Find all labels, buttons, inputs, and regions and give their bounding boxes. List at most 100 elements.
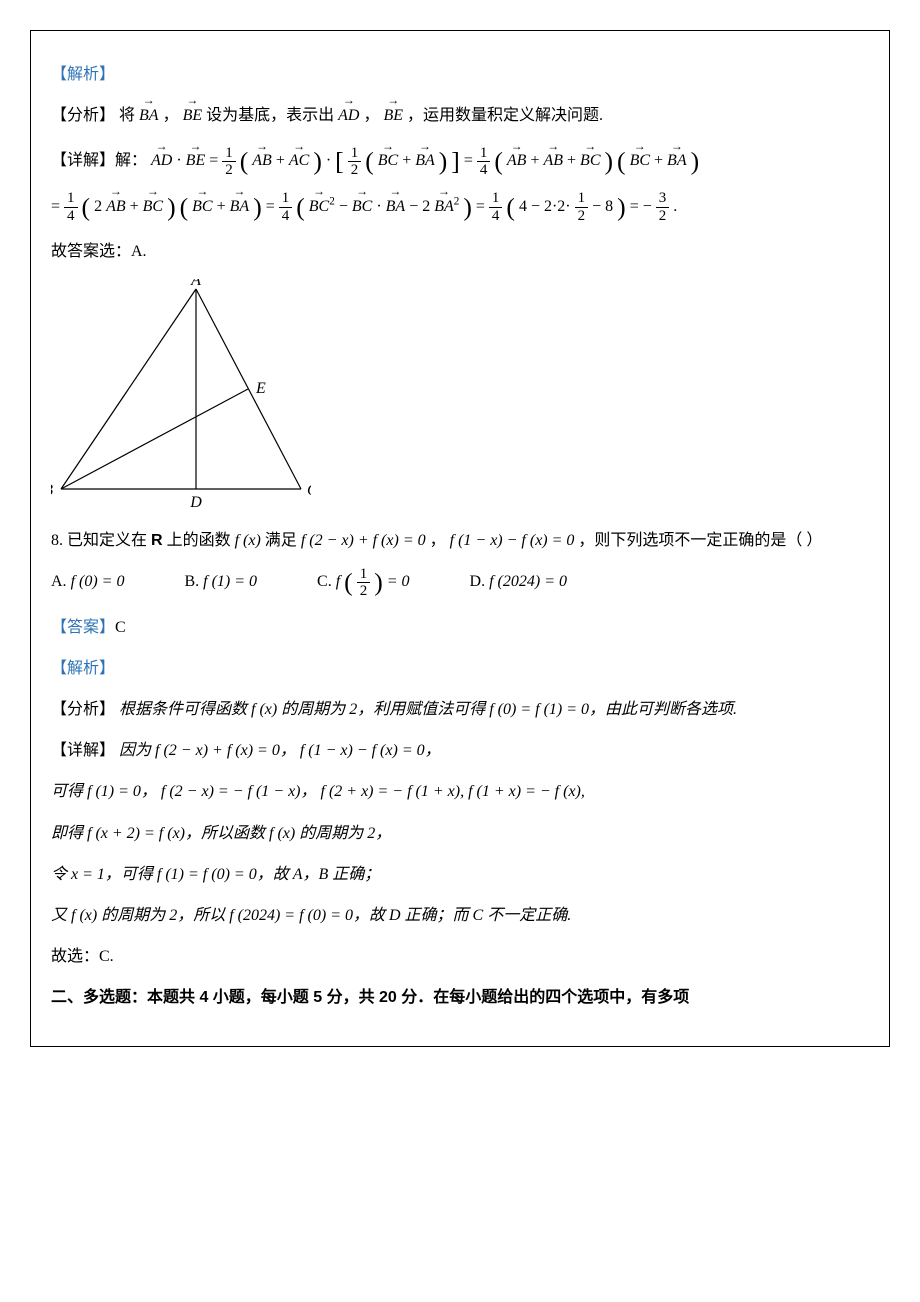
coef-2: 2 (94, 198, 102, 215)
vec-BA: BA (386, 189, 406, 224)
option-label: C. (317, 573, 332, 590)
eq: = (51, 198, 64, 215)
detail-label: 【详解】 (51, 742, 115, 759)
num: 3 (656, 190, 670, 208)
rbracket: ] (451, 147, 460, 176)
rparen: ) (374, 568, 383, 597)
comma: ， (363, 107, 379, 124)
numeric-expr-2: − 8 (592, 198, 613, 215)
num: 1 (64, 190, 78, 208)
q8-detail-4: 令 x = 1，可得 f (1) = f (0) = 0，故 A，B 正确； (51, 857, 869, 892)
den: 4 (489, 208, 503, 225)
vec-BA: BA (230, 189, 250, 224)
set-R: R (151, 532, 163, 549)
lparen: ( (617, 147, 626, 176)
plus: + (402, 152, 415, 169)
vec-BE: BE (186, 143, 206, 178)
q8-options: A. f (0) = 0 B. f (1) = 0 C. f ( 1 2 ) =… (51, 564, 869, 599)
vec-AD: AD (151, 143, 172, 178)
frac-half: 1 2 (575, 190, 589, 224)
numeric-expr: 4 − 2·2· (519, 198, 571, 215)
option-expr-post: = 0 (387, 573, 410, 590)
eq: = (209, 152, 222, 169)
q8-detail-5: 又 f (x) 的周期为 2，所以 f (2024) = f (0) = 0，故… (51, 898, 869, 933)
num: 1 (348, 145, 362, 163)
solution1-analysis: 【分析】 将 BA ， BE 设为基底，表示出 AD ， BE ，运用数量积定义… (51, 98, 869, 133)
num: 1 (477, 145, 491, 163)
analysis-body: 根据条件可得函数 f (x) 的周期为 2，利用赋值法可得 f (0) = f … (119, 701, 737, 718)
vec-AB: AB (543, 143, 563, 178)
plus: + (217, 198, 230, 215)
num: 1 (279, 190, 293, 208)
comma: ， (430, 532, 446, 549)
frac-quarter: 1 4 (279, 190, 293, 224)
den: 2 (656, 208, 670, 225)
rparen: ) (313, 147, 322, 176)
plus: + (654, 152, 667, 169)
vec-BC: BC (192, 189, 212, 224)
den: 2 (575, 208, 589, 225)
plus: + (567, 152, 580, 169)
option-C: C. f ( 1 2 ) = 0 (317, 564, 409, 599)
num: 1 (357, 566, 371, 584)
page-container: 【解析】 【分析】 将 BA ， BE 设为基底，表示出 AD ， BE ，运用… (30, 30, 890, 1047)
analysis-text-3: ，运用数量积定义解决问题. (407, 107, 603, 124)
vec-BC: BC (378, 143, 398, 178)
den: 4 (64, 208, 78, 225)
squared: 2 (329, 195, 335, 207)
den: 4 (477, 162, 491, 179)
rparen: ) (463, 192, 472, 221)
svg-text:C: C (307, 482, 311, 499)
rparen: ) (617, 192, 626, 221)
lparen: ( (240, 147, 249, 176)
dot: · (326, 152, 331, 169)
lparen: ( (180, 192, 189, 221)
vec-BE-2: BE (384, 98, 404, 133)
vec-BC: BC (309, 189, 329, 224)
q8-detail-3: 即得 f (x + 2) = f (x)，所以函数 f (x) 的周期为 2， (51, 816, 869, 851)
option-B: B. f (1) = 0 (184, 564, 257, 599)
detail-line2: = 1 4 ( 2 AB + BC ) ( BC + BA ) = 1 4 ( … (51, 189, 869, 224)
option-expr: f (2024) = 0 (489, 573, 567, 590)
vec-BE: BE (183, 98, 203, 133)
dot: · (376, 198, 381, 215)
stem-text: 满足 (265, 532, 301, 549)
num: 1 (575, 190, 589, 208)
svg-text:A: A (190, 279, 201, 289)
solution1-heading: 【解析】 (51, 57, 869, 92)
option-expr: f (0) = 0 (71, 573, 125, 590)
vec-AB: AB (507, 143, 527, 178)
vec-BC: BC (630, 143, 650, 178)
analysis-text-2: 设为基底，表示出 (206, 107, 334, 124)
option-label: B. (184, 573, 199, 590)
fx: f (x) (235, 532, 261, 549)
frac-half: 1 2 (222, 145, 236, 179)
frac-half: 1 2 (357, 566, 371, 600)
vec-BA: BA (434, 189, 454, 224)
option-expr: f (1) = 0 (203, 573, 257, 590)
squared: 2 (454, 195, 460, 207)
vec-BC: BC (580, 143, 600, 178)
rparen: ) (691, 147, 700, 176)
option-label: A. (51, 573, 67, 590)
q-number: 8. (51, 532, 63, 549)
den: 2 (357, 583, 371, 600)
minus: − (339, 198, 352, 215)
frac-quarter: 1 4 (64, 190, 78, 224)
period: . (673, 198, 677, 215)
q8-jiexi-label: 【解析】 (51, 651, 869, 686)
vec-BC: BC (143, 189, 163, 224)
vec-AB: AB (252, 143, 272, 178)
q8-detail-6: 故选：C. (51, 939, 869, 974)
stem-text: 上的函数 (167, 532, 235, 549)
svg-text:B: B (51, 482, 53, 499)
q8-detail-2: 可得 f (1) = 0， f (2 − x) = − f (1 − x)， f… (51, 774, 869, 809)
vec-BC: BC (352, 189, 372, 224)
answer-label: 【答案】 (51, 619, 115, 636)
vec-AC: AC (289, 143, 309, 178)
cond2: f (1 − x) − f (x) = 0 (450, 532, 575, 549)
stem-tail: ，则下列选项不一定正确的是（ ） (578, 532, 822, 549)
svg-text:D: D (189, 494, 202, 509)
lparen: ( (365, 147, 374, 176)
d-line1: 因为 f (2 − x) + f (x) = 0， f (1 − x) − f … (119, 742, 441, 759)
